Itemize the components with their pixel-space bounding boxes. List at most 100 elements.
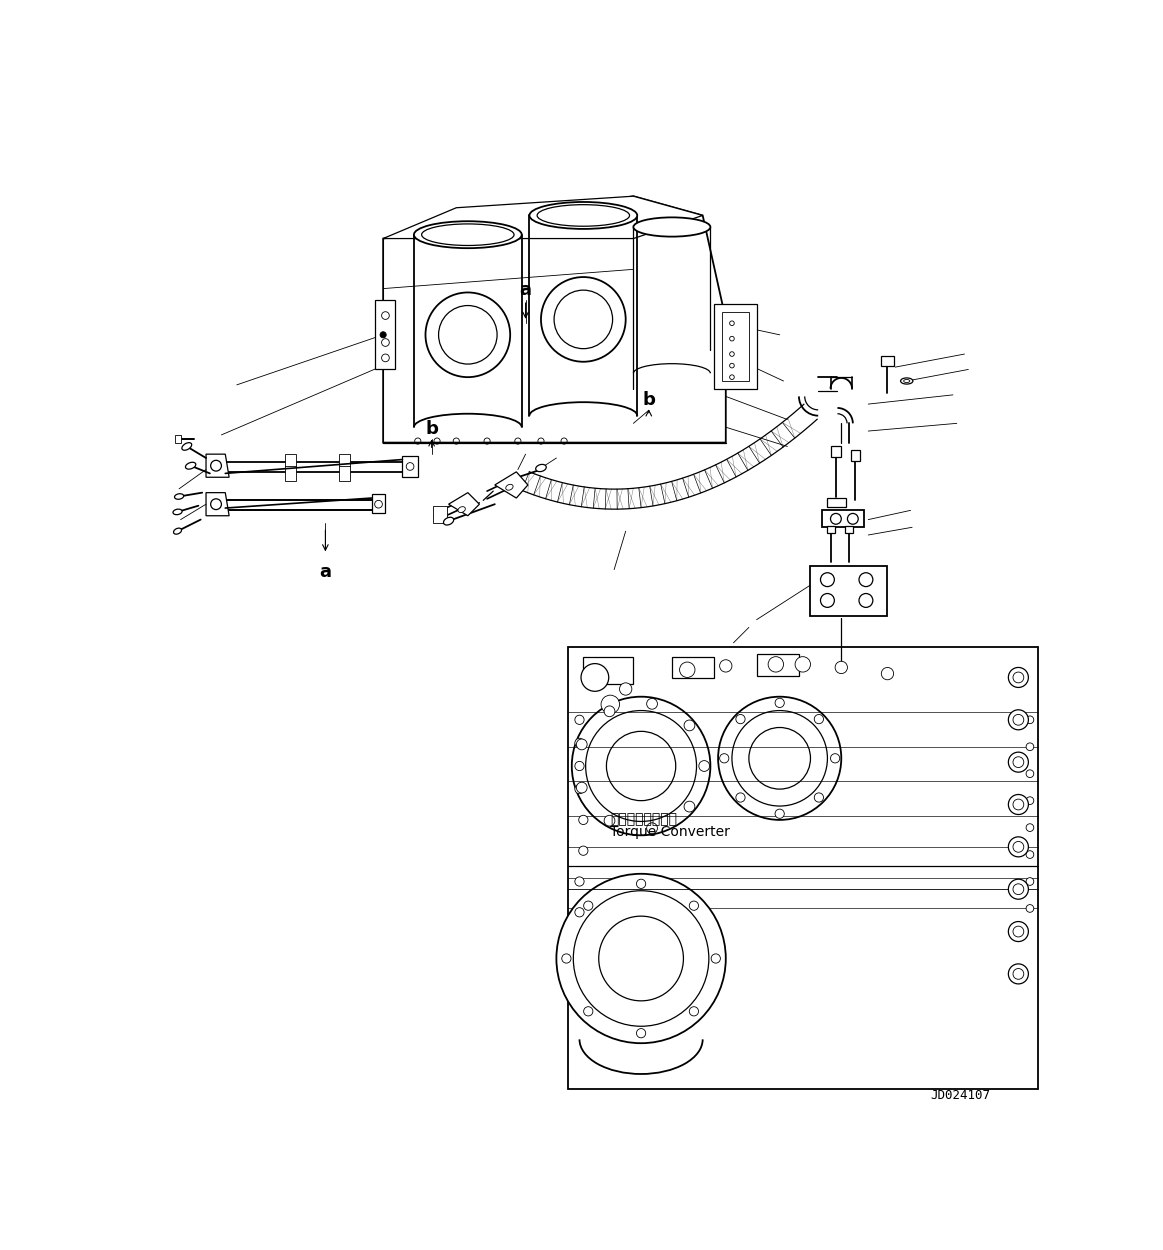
Circle shape	[1013, 884, 1023, 895]
Circle shape	[830, 754, 840, 762]
Circle shape	[380, 331, 386, 338]
Bar	[827, 498, 846, 508]
Circle shape	[577, 782, 587, 792]
Circle shape	[882, 668, 893, 680]
Circle shape	[211, 460, 221, 471]
Circle shape	[1026, 796, 1034, 805]
Circle shape	[1026, 742, 1034, 750]
Circle shape	[1026, 851, 1034, 859]
Circle shape	[736, 792, 745, 802]
Circle shape	[620, 682, 632, 695]
Circle shape	[684, 801, 694, 812]
Bar	[433, 506, 447, 522]
Circle shape	[1008, 710, 1028, 730]
Circle shape	[720, 754, 729, 762]
Circle shape	[575, 908, 584, 918]
Circle shape	[1013, 756, 1023, 768]
Circle shape	[684, 720, 694, 731]
Circle shape	[586, 710, 697, 821]
Circle shape	[601, 695, 620, 714]
Circle shape	[1013, 799, 1023, 810]
Ellipse shape	[173, 528, 181, 534]
Circle shape	[575, 761, 584, 770]
Circle shape	[584, 901, 593, 910]
Circle shape	[830, 514, 841, 524]
Bar	[846, 526, 852, 534]
Circle shape	[604, 706, 615, 716]
Circle shape	[732, 710, 827, 806]
Circle shape	[575, 785, 584, 794]
Circle shape	[647, 822, 657, 834]
Circle shape	[775, 699, 784, 708]
Circle shape	[1008, 836, 1028, 856]
Circle shape	[575, 739, 584, 748]
Circle shape	[577, 739, 587, 750]
Bar	[827, 526, 835, 534]
Ellipse shape	[422, 224, 514, 245]
Circle shape	[606, 731, 676, 801]
Circle shape	[848, 514, 858, 524]
Bar	[722, 311, 749, 381]
Bar	[340, 454, 350, 481]
Ellipse shape	[904, 380, 909, 382]
Circle shape	[1026, 770, 1034, 778]
Bar	[285, 454, 297, 481]
Polygon shape	[206, 492, 229, 516]
Circle shape	[599, 916, 684, 1001]
Circle shape	[690, 901, 699, 910]
Circle shape	[1013, 672, 1023, 682]
Circle shape	[1026, 716, 1034, 724]
Circle shape	[775, 809, 784, 819]
Circle shape	[1013, 926, 1023, 938]
Ellipse shape	[900, 378, 913, 384]
Text: b: b	[642, 391, 655, 409]
Bar	[714, 304, 757, 389]
Text: JD024107: JD024107	[930, 1089, 991, 1102]
Circle shape	[1026, 905, 1034, 912]
Circle shape	[1008, 964, 1028, 984]
Circle shape	[575, 715, 584, 725]
Circle shape	[1026, 878, 1034, 885]
Bar	[402, 456, 418, 478]
Bar	[584, 656, 634, 684]
Circle shape	[1013, 715, 1023, 725]
Circle shape	[859, 594, 873, 608]
Bar	[850, 450, 859, 461]
Circle shape	[1008, 752, 1028, 772]
Circle shape	[562, 954, 571, 962]
Circle shape	[1008, 921, 1028, 941]
Circle shape	[718, 696, 841, 820]
Ellipse shape	[443, 518, 454, 525]
Circle shape	[579, 846, 588, 855]
Circle shape	[820, 572, 834, 586]
Ellipse shape	[536, 465, 547, 471]
Circle shape	[768, 656, 784, 672]
Circle shape	[426, 292, 511, 378]
Ellipse shape	[458, 506, 465, 512]
Circle shape	[859, 572, 873, 586]
Circle shape	[604, 815, 615, 826]
Text: トルクコンバータ: トルクコンバータ	[611, 812, 677, 826]
Ellipse shape	[414, 221, 522, 249]
Circle shape	[1026, 824, 1034, 831]
Circle shape	[736, 715, 745, 724]
Circle shape	[711, 954, 720, 962]
Ellipse shape	[634, 217, 711, 236]
Ellipse shape	[181, 442, 192, 450]
Circle shape	[541, 278, 626, 361]
Circle shape	[1008, 879, 1028, 899]
Circle shape	[795, 656, 811, 672]
Bar	[811, 566, 887, 616]
Circle shape	[1013, 841, 1023, 852]
Circle shape	[636, 879, 645, 889]
Ellipse shape	[506, 484, 513, 490]
Circle shape	[636, 1029, 645, 1038]
Polygon shape	[494, 471, 528, 498]
Polygon shape	[383, 196, 702, 239]
Circle shape	[579, 815, 588, 825]
Bar	[757, 654, 799, 676]
Circle shape	[814, 792, 823, 802]
Text: b: b	[426, 420, 438, 437]
Text: a: a	[520, 281, 531, 299]
Circle shape	[699, 760, 709, 771]
